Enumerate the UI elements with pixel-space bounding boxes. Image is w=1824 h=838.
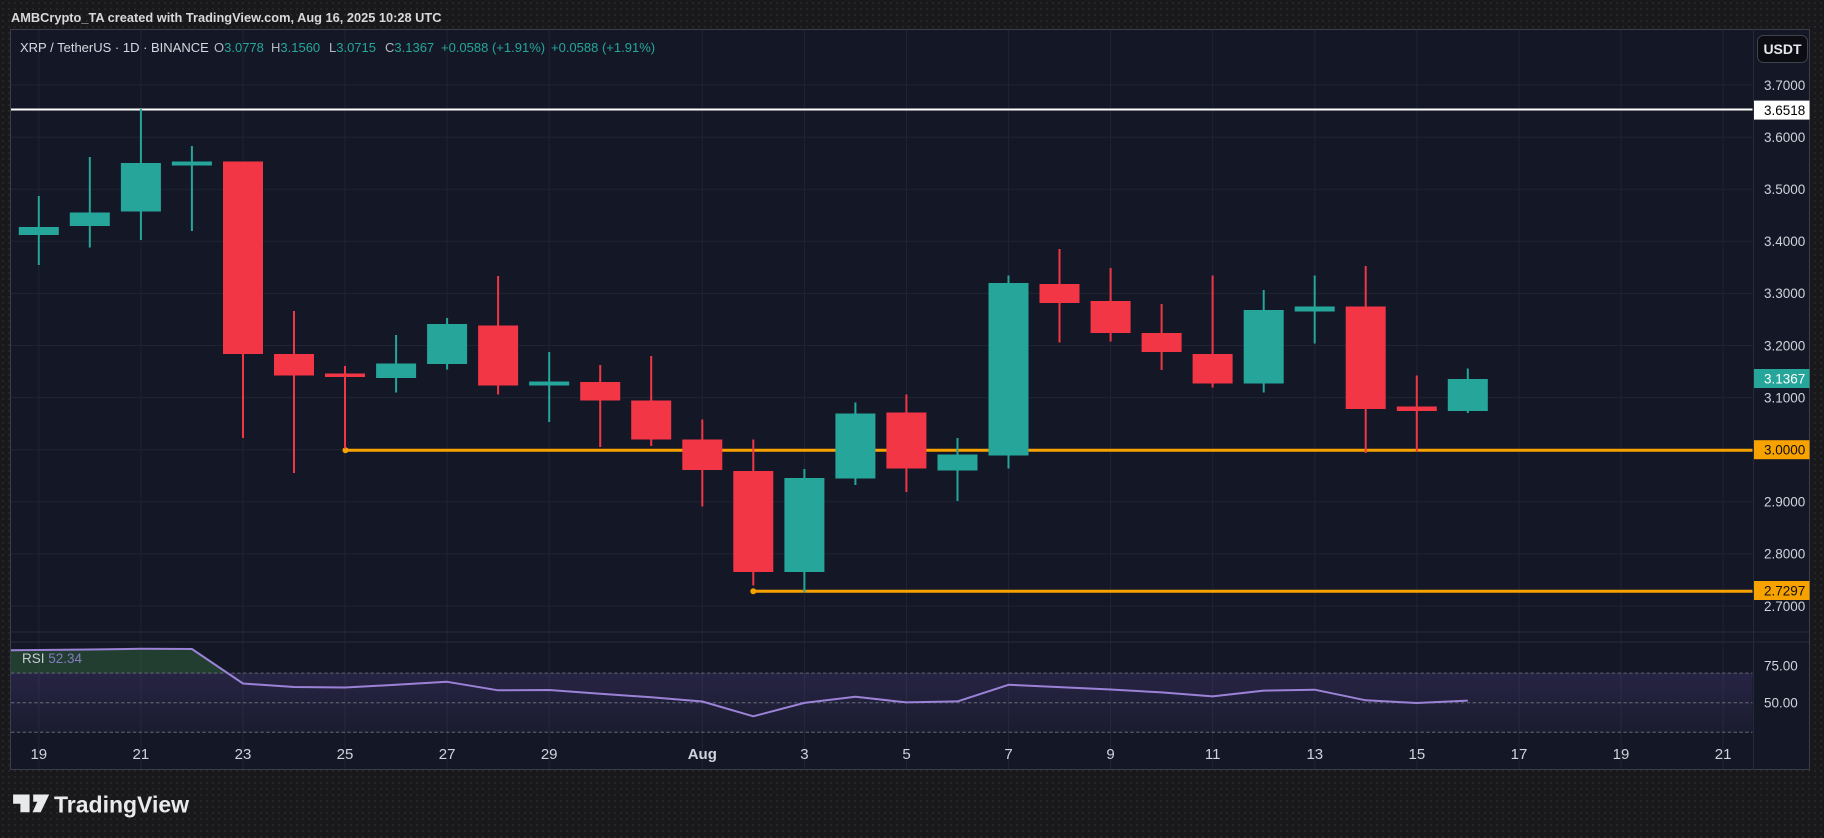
svg-text:21: 21	[1715, 746, 1732, 763]
svg-text:3.7000: 3.7000	[1764, 78, 1805, 93]
svg-text:15: 15	[1409, 746, 1426, 763]
svg-text:3: 3	[800, 746, 808, 763]
svg-text:3.2000: 3.2000	[1764, 338, 1805, 353]
svg-text:TradingView: TradingView	[54, 792, 189, 818]
svg-text:25: 25	[337, 746, 354, 763]
svg-text:29: 29	[541, 746, 558, 763]
svg-text:3.6000: 3.6000	[1764, 130, 1805, 145]
svg-text:11: 11	[1205, 746, 1221, 763]
svg-text:75.00: 75.00	[1764, 659, 1798, 674]
svg-text:3.6518: 3.6518	[1764, 103, 1805, 118]
svg-text:3.1367: 3.1367	[1764, 371, 1805, 386]
svg-text:13: 13	[1306, 746, 1323, 763]
svg-text:23: 23	[235, 746, 252, 763]
svg-text:3.1000: 3.1000	[1764, 390, 1805, 405]
svg-text:3.0000: 3.0000	[1764, 443, 1805, 458]
svg-text:50.00: 50.00	[1764, 696, 1798, 711]
svg-text:7: 7	[1004, 746, 1012, 763]
svg-text:2.8000: 2.8000	[1764, 547, 1805, 562]
svg-text:19: 19	[1613, 746, 1630, 763]
svg-text:Aug: Aug	[688, 746, 717, 763]
svg-text:3.4000: 3.4000	[1764, 234, 1805, 249]
svg-text:2.9000: 2.9000	[1764, 495, 1805, 510]
svg-text:27: 27	[439, 746, 456, 763]
svg-text:RSI 52.34: RSI 52.34	[22, 651, 83, 666]
svg-text:2.7000: 2.7000	[1764, 599, 1805, 614]
svg-text:21: 21	[133, 746, 150, 763]
svg-text:19: 19	[30, 746, 47, 763]
svg-text:3.5000: 3.5000	[1764, 182, 1805, 197]
svg-text:3.3000: 3.3000	[1764, 286, 1805, 301]
svg-text:AMBCrypto_TA created with Trad: AMBCrypto_TA created with TradingView.co…	[11, 10, 441, 25]
svg-text:2.7297: 2.7297	[1764, 583, 1805, 598]
svg-text:17: 17	[1511, 746, 1528, 763]
svg-text:USDT: USDT	[1763, 41, 1802, 57]
svg-text:5: 5	[902, 746, 910, 763]
svg-text:9: 9	[1106, 746, 1114, 763]
